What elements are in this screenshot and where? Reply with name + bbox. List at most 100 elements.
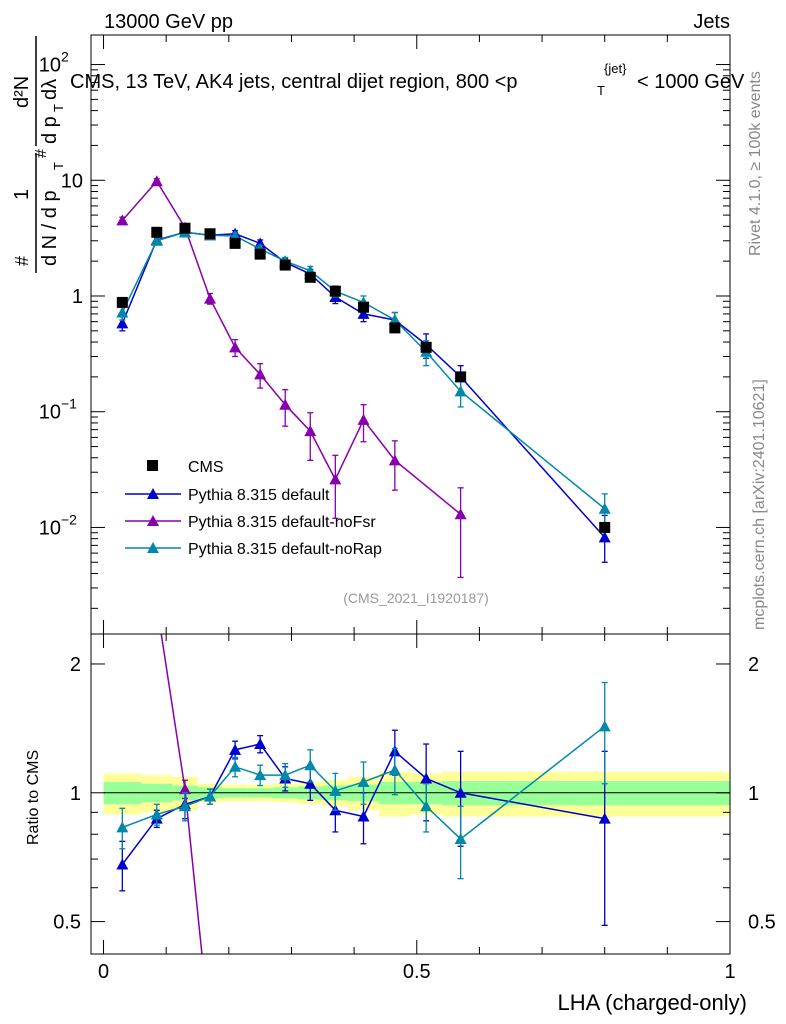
ratio-y-title: Ratio to CMS bbox=[25, 750, 42, 845]
marker-nofsr bbox=[150, 175, 163, 187]
marker-default bbox=[357, 307, 370, 319]
ratio-marker-default bbox=[304, 777, 317, 789]
ratio-marker-norap bbox=[254, 769, 267, 781]
ticks bbox=[91, 35, 731, 954]
legend-marker-norap bbox=[147, 542, 159, 553]
marker-cms bbox=[389, 322, 401, 334]
plot-title-prefix: CMS, 13 TeV, AK4 jets, central dijet reg… bbox=[70, 71, 518, 93]
marker-nofsr bbox=[304, 425, 317, 437]
mcplots-label: mcplots.cern.ch [arXiv:2401.10621] bbox=[751, 379, 768, 630]
marker-norap bbox=[388, 314, 401, 326]
y-tick-label: 1 bbox=[72, 286, 83, 308]
ratio-marker-default bbox=[357, 810, 370, 822]
marker-cms bbox=[229, 237, 241, 249]
marker-cms bbox=[329, 285, 341, 297]
marker-nofsr bbox=[116, 214, 129, 226]
marker-norap bbox=[454, 385, 467, 397]
ratio-marker-default bbox=[454, 786, 467, 798]
marker-nofsr bbox=[279, 398, 292, 410]
marker-cms bbox=[254, 248, 266, 260]
ratio-bands bbox=[103, 771, 730, 817]
analysis-id: (CMS_2021_I1920187) bbox=[343, 590, 489, 606]
marker-cms bbox=[279, 259, 291, 271]
marker-cms bbox=[304, 271, 316, 283]
y-title-num-tail: dλ bbox=[39, 79, 61, 100]
ratio-marker-default bbox=[116, 858, 129, 870]
ratio-marker-norap bbox=[454, 832, 467, 844]
marker-nofsr bbox=[204, 292, 217, 304]
x-tick-label: 1 bbox=[724, 961, 735, 983]
marker-nofsr bbox=[454, 508, 467, 520]
x-tick-label: 0 bbox=[98, 961, 109, 983]
y-title-hash2: # bbox=[33, 149, 50, 158]
marker-nofsr bbox=[388, 454, 401, 466]
y-title-num-bottom: d p bbox=[39, 116, 61, 144]
marker-nofsr bbox=[229, 341, 242, 353]
ratio-y-tick-label-right: 0.5 bbox=[748, 912, 776, 934]
y-title-dn: d N / d p bbox=[39, 190, 61, 266]
plot-title-sup: {jet} bbox=[604, 61, 627, 76]
ratio-marker-norap bbox=[116, 821, 129, 833]
ratio-marker-norap bbox=[329, 784, 342, 796]
marker-cms bbox=[179, 222, 191, 234]
ratio-line-norap bbox=[122, 725, 606, 840]
ratio-y-tick-label-right: 2 bbox=[748, 654, 759, 676]
legend: CMS Pythia 8.315 default Pythia 8.315 de… bbox=[125, 459, 382, 558]
y-tick-label: 10 bbox=[39, 402, 61, 424]
marker-cms bbox=[116, 296, 128, 308]
ratio-marker-norap bbox=[357, 775, 370, 787]
marker-norap bbox=[598, 502, 611, 514]
legend-label-cms: CMS bbox=[188, 459, 224, 476]
marker-cms bbox=[455, 371, 467, 383]
y-tick-exponent: −2 bbox=[61, 511, 77, 527]
y-tick-label: 10 bbox=[39, 55, 61, 77]
legend-label-norap: Pythia 8.315 default-noRap bbox=[188, 541, 382, 558]
ratio-y-tick-label: 2 bbox=[70, 654, 81, 676]
ratio-marker-default bbox=[598, 812, 611, 824]
plot-frames bbox=[90, 34, 731, 955]
category-label: Jets bbox=[693, 11, 730, 33]
ratio-y-tick-label: 0.5 bbox=[53, 912, 81, 934]
main-plot-marks bbox=[116, 175, 611, 579]
ratio-y-tick-label: 1 bbox=[70, 783, 81, 805]
y-tick-exponent: −1 bbox=[61, 396, 77, 412]
ratio-plot-marks bbox=[116, 599, 611, 954]
ratio-marker-norap bbox=[420, 800, 433, 812]
marker-cms bbox=[599, 521, 611, 533]
legend-label-nofsr: Pythia 8.315 default-noFsr bbox=[188, 514, 376, 531]
marker-cms bbox=[151, 226, 163, 238]
series-line-nofsr bbox=[121, 180, 462, 515]
marker-default bbox=[116, 317, 129, 329]
ratio-marker-norap bbox=[204, 790, 217, 802]
y-title-num-top: d²N bbox=[11, 76, 33, 108]
x-axis-title: LHA (charged-only) bbox=[557, 990, 747, 1015]
legend-marker-cms bbox=[147, 460, 158, 471]
ratio-marker-norap bbox=[178, 800, 191, 812]
plot-title-sub: T bbox=[597, 83, 605, 98]
ratio-marker-nofsr bbox=[151, 599, 163, 610]
ratio-marker-norap bbox=[388, 764, 401, 776]
y-title-one: 1 bbox=[11, 189, 33, 200]
marker-norap bbox=[116, 306, 129, 318]
ratio-marker-default bbox=[420, 772, 433, 784]
x-tick-label: 0.5 bbox=[403, 961, 431, 983]
marker-nofsr bbox=[329, 473, 342, 485]
y-title-num-sub: T bbox=[51, 104, 66, 112]
y-title-hash1: # bbox=[12, 256, 32, 266]
main-frame bbox=[90, 34, 731, 635]
rivet-label: Rivet 4.1.0, ≥ 100k events bbox=[747, 71, 764, 256]
legend-label-default: Pythia 8.315 default bbox=[188, 487, 330, 504]
ratio-marker-nofsr bbox=[178, 783, 191, 795]
y-title-dn-sub: T bbox=[51, 162, 66, 170]
ratio-line-nofsr bbox=[160, 634, 203, 954]
ratio-frame bbox=[90, 633, 731, 955]
marker-cms bbox=[204, 228, 216, 240]
marker-nofsr bbox=[254, 368, 267, 380]
ratio-marker-norap bbox=[150, 808, 163, 820]
y-axis-title: # 1 d N / d p T # d²N d p T dλ bbox=[11, 36, 66, 273]
ratio-line-default bbox=[121, 743, 605, 865]
marker-default bbox=[598, 531, 611, 543]
legend-marker-nofsr bbox=[147, 515, 159, 526]
ratio-marker-default bbox=[254, 738, 267, 750]
